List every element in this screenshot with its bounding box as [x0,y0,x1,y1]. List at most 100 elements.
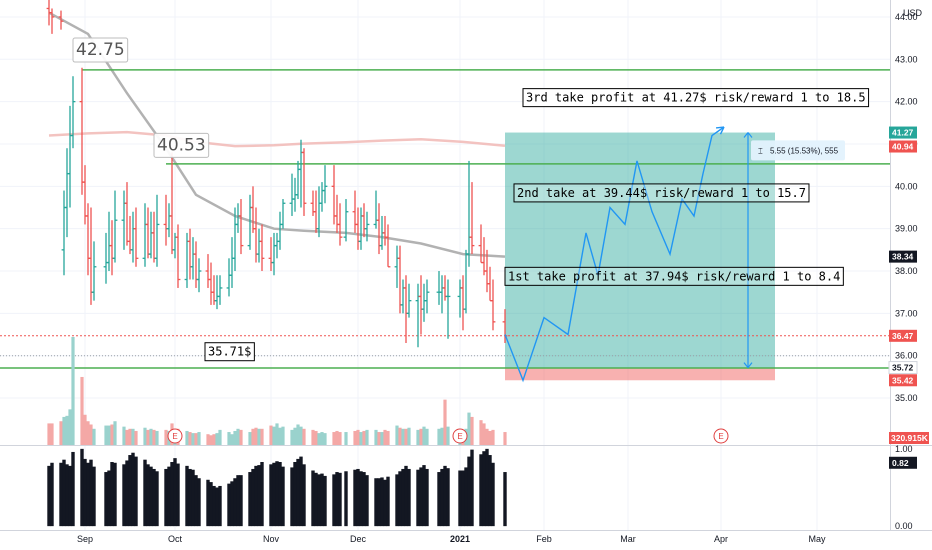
indicator-bar [197,478,201,527]
indicator-bar [104,472,108,527]
volume-bar [227,432,231,445]
price-badge-box [889,374,917,387]
indicator-bar [227,483,231,527]
earnings-marker [713,428,729,444]
indicator-bar [86,462,90,527]
volume-badge-box [889,432,929,444]
label-level-high[interactable]: 42.75 [72,37,129,63]
time-tick-label: Feb [536,534,552,544]
volume-bar [113,421,117,445]
indicator-bar [320,473,324,527]
label-tp2-box [513,183,810,203]
label-tp1-box [504,266,844,286]
volume-bar [212,434,216,445]
horizontal-levels[interactable] [0,69,891,369]
volume-bar [293,427,297,445]
indicator-bar [365,475,369,527]
volume-bar [47,423,51,445]
projection-arrow [715,126,725,135]
volume-bar [401,428,405,445]
volume-bar [395,425,399,445]
time-tick-label: Apr [714,534,728,544]
volume-bar [62,416,66,445]
volume-bar [68,409,72,445]
volume-bar [236,428,240,445]
indicator-bar [206,479,210,527]
indicator-bar [401,468,405,527]
volume-bar [419,428,423,445]
volume-bar [128,428,132,445]
price-tick-label: 42.00 [895,97,918,107]
label-tp3-text: 3rd take profit at 41.27$ risk/reward 1 … [526,91,866,105]
volume-bar [323,433,327,445]
profit-zone[interactable] [505,132,775,368]
indicator-bar [68,465,72,527]
indicator-bar [380,477,384,527]
indicator-bar [230,481,234,527]
label-level-mid[interactable]: 40.53 [153,132,210,158]
volume-bar [299,426,303,445]
indicator-bar [362,472,366,527]
projected-path[interactable] [504,126,725,383]
indicator-bar [50,462,54,527]
measure-tool[interactable]: ⌶ 5.55 (15.53%), 555 [743,132,845,368]
label-tp2[interactable]: 2nd take at 39.44$ risk/reward 1 to 15.7 [513,183,810,203]
measure-arrow [747,132,753,138]
indicator-bar [83,458,87,527]
indicator-bar [233,478,237,527]
indicator-badge-box [889,456,917,469]
label-level-low[interactable]: 35.71$ [204,342,255,362]
measure-arrow [743,132,749,138]
label-tp1[interactable]: 1st take profit at 37.94$ risk/reward 1 … [504,266,844,286]
volume-bar [143,427,147,445]
indicator-bar [254,465,258,527]
indicator-bar [209,482,213,527]
time-tick-label: 2021 [450,534,470,544]
volume-bar [185,430,189,445]
volume-bar [320,432,324,445]
indicator-bar [437,472,441,527]
volume-bar [257,428,261,445]
price-tick-label: 37.00 [895,308,918,318]
indicator-bar [386,476,390,527]
volume-bar [443,399,447,445]
volume-bar [404,428,408,445]
volume-bar [365,429,369,445]
volume-bar [485,428,489,445]
indicator-bar [65,464,69,527]
indicator-bar [425,468,429,527]
indicator-bar [482,451,486,527]
indicator-bar [131,452,135,527]
indicator-bar [188,468,192,527]
indicator-bar [269,464,273,527]
time-axis-ticks[interactable]: Sep Oct Nov Dec 2021 Feb Mar Apr May [77,534,826,544]
indicator-bar [113,462,117,527]
volume-bar [344,432,348,445]
volume-bar [422,426,426,445]
volume-bar [503,432,507,445]
label-tp1-text: 1st take profit at 37.94$ risk/reward 1 … [508,269,840,283]
volume-bar [164,429,168,445]
candles [46,0,508,348]
volume-bar [416,429,420,445]
indicator-bar [290,467,294,527]
indicator-bar [110,462,114,527]
volume-bar [275,423,279,445]
earnings-marker-label: E [718,432,723,441]
volume-bar [251,428,255,445]
label-tp3[interactable]: 3rd take profit at 41.27$ risk/reward 1 … [522,88,870,108]
measure-icon: ⌶ [758,146,763,155]
volume-bar [206,434,210,445]
volume-bar [122,426,126,445]
indicator-bar [359,471,363,527]
indicator-badge: 0.82 [892,458,909,468]
indicator-bar [356,468,360,527]
volume-bar [152,429,156,445]
volume-bar [92,428,96,445]
volume-bar [59,421,63,445]
label-level-high-box [72,37,129,63]
volume-bar [89,424,93,445]
loss-zone[interactable] [505,367,775,381]
